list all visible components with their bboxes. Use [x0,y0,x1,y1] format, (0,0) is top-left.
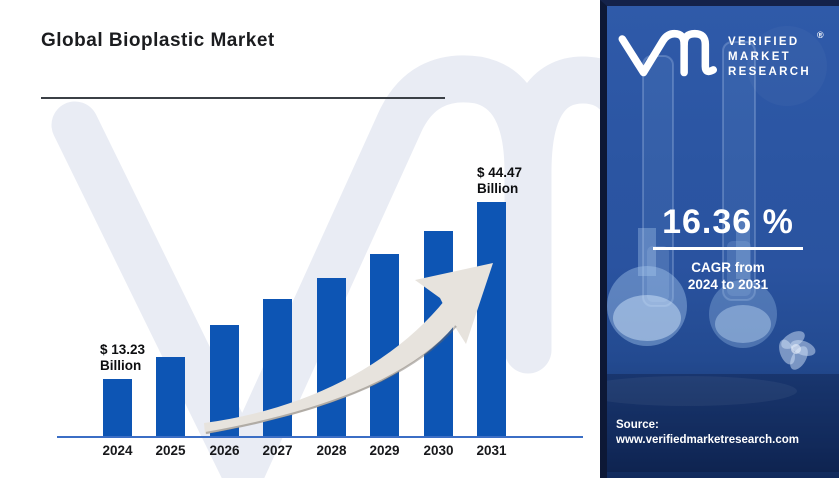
brand-name-line-2: MARKET [728,51,791,63]
x-tick-2029: 2029 [369,443,400,458]
brand-name: VERIFIED MARKET RESEARCH [728,35,811,80]
x-tick-2024: 2024 [102,443,133,458]
title-underline [41,97,445,99]
brand-panel: VERIFIED MARKET RESEARCH ® 16.36 % CAGR … [600,0,839,478]
bar-2027 [263,299,292,437]
x-tick-2025: 2025 [155,443,186,458]
x-tick-2031: 2031 [476,443,507,458]
page-title: Global Bioplastic Market [41,30,275,51]
chart-section: Global Bioplastic Market 2024 2025 2026 202… [41,30,600,478]
bar-2026 [210,325,239,437]
cagr-caption-line-2: 2024 to 2031 [687,276,769,292]
bar-plot: 2024 2025 2026 2027 2028 2029 2030 2031 $ 13.23 B… [100,165,523,458]
value-label-2024: $ 13.23 Billion [100,342,146,373]
cagr-block: 16.36 % CAGR from 2024 to 2031 [612,204,839,293]
bar-2025 [156,357,185,437]
cagr-underline [653,247,803,250]
bar-2030 [424,231,453,437]
bar-2029 [370,254,399,437]
x-tick-2027: 2027 [262,443,293,458]
source-label: Source: [616,419,659,431]
bar-2024 [103,379,132,437]
x-tick-2026: 2026 [209,443,240,458]
x-tick-2030: 2030 [423,443,454,458]
brand-name-line-3: RESEARCH [728,66,811,78]
x-axis-line [57,436,583,438]
cagr-caption-line-1: CAGR from [691,259,765,275]
source-block: Source: www.verifiedmarketresearch.com [616,418,799,447]
bar-2028 [317,278,346,437]
brand-name-line-1: VERIFIED [728,36,800,48]
value-label-2031: $ 44.47 Billion [477,165,523,196]
source-url: www.verifiedmarketresearch.com [616,433,800,446]
bar-2031 [477,202,506,437]
x-tick-2028: 2028 [316,443,347,458]
cagr-value: 16.36 % [662,203,794,241]
lab-glassware-art [607,41,839,472]
vmr-logo-icon [618,29,718,77]
registered-trademark: ® [817,30,824,40]
